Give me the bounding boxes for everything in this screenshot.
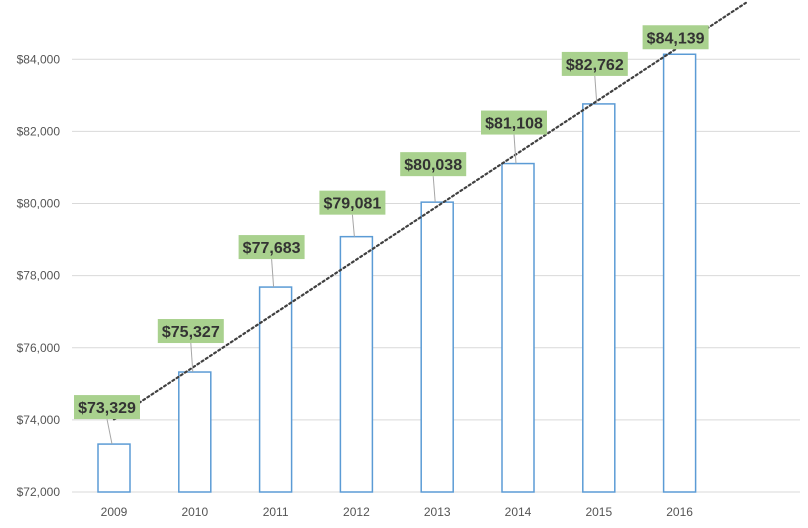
leader-line xyxy=(594,75,598,104)
bar xyxy=(662,53,697,493)
x-tick-label: 2014 xyxy=(505,505,532,519)
y-tick-label: $74,000 xyxy=(17,413,61,427)
data-label: $82,762 xyxy=(566,57,624,74)
data-label: $79,081 xyxy=(323,196,381,213)
bars xyxy=(97,53,697,493)
data-label-background xyxy=(642,25,709,50)
data-label: $73,329 xyxy=(78,400,136,417)
leader-line xyxy=(351,214,355,237)
x-tick-label: 2010 xyxy=(181,505,208,519)
bar xyxy=(97,443,131,493)
y-tick-label: $72,000 xyxy=(17,485,61,499)
data-label: $75,327 xyxy=(162,324,220,341)
leader-lines xyxy=(106,75,598,445)
bar xyxy=(258,286,293,493)
data-label: $77,683 xyxy=(243,240,301,257)
data-label-background xyxy=(157,319,224,344)
y-tick-label: $82,000 xyxy=(17,124,61,138)
x-tick-label: 2011 xyxy=(263,505,289,519)
bar xyxy=(501,162,535,493)
y-tick-label: $78,000 xyxy=(17,269,61,283)
leader-line xyxy=(190,342,194,373)
bar xyxy=(178,371,212,493)
leader-line xyxy=(271,259,275,288)
x-tick-label: 2013 xyxy=(424,505,451,519)
bar xyxy=(582,103,616,493)
data-label-background xyxy=(481,110,547,135)
x-tick-label: 2015 xyxy=(585,505,612,519)
data-label-background xyxy=(561,51,628,76)
x-tick-label: 2012 xyxy=(343,505,370,519)
data-label-background xyxy=(74,395,140,420)
data-label-background xyxy=(319,190,386,215)
trendline xyxy=(112,1,747,421)
x-tick-label: 2009 xyxy=(101,505,128,519)
bar xyxy=(339,235,374,493)
data-label-background xyxy=(238,235,305,260)
leader-line xyxy=(432,176,436,203)
data-label: $84,139 xyxy=(647,30,705,47)
trendline-group xyxy=(112,1,747,421)
data-label-background xyxy=(400,152,467,177)
y-tick-label: $76,000 xyxy=(17,341,61,355)
y-tick-label: $80,000 xyxy=(17,197,61,211)
x-tick-label: 2016 xyxy=(666,505,693,519)
bar xyxy=(420,201,454,493)
data-labels: $73,329 $75,327 $77,683 $79,081 $80,038 $81,1… xyxy=(74,25,709,420)
leader-line xyxy=(106,418,113,445)
y-tick-label: $84,000 xyxy=(17,52,61,66)
y-axis-ticks: $72,000 $74,000 $76,000 $78,000 $80,000 $82,0… xyxy=(17,52,61,499)
x-axis-ticks: 2009 2010 2011 2012 2013 2014 2015 2016 xyxy=(101,505,694,519)
data-label: $81,108 xyxy=(485,116,543,133)
data-label: $80,038 xyxy=(404,157,462,174)
leader-line xyxy=(513,134,517,164)
